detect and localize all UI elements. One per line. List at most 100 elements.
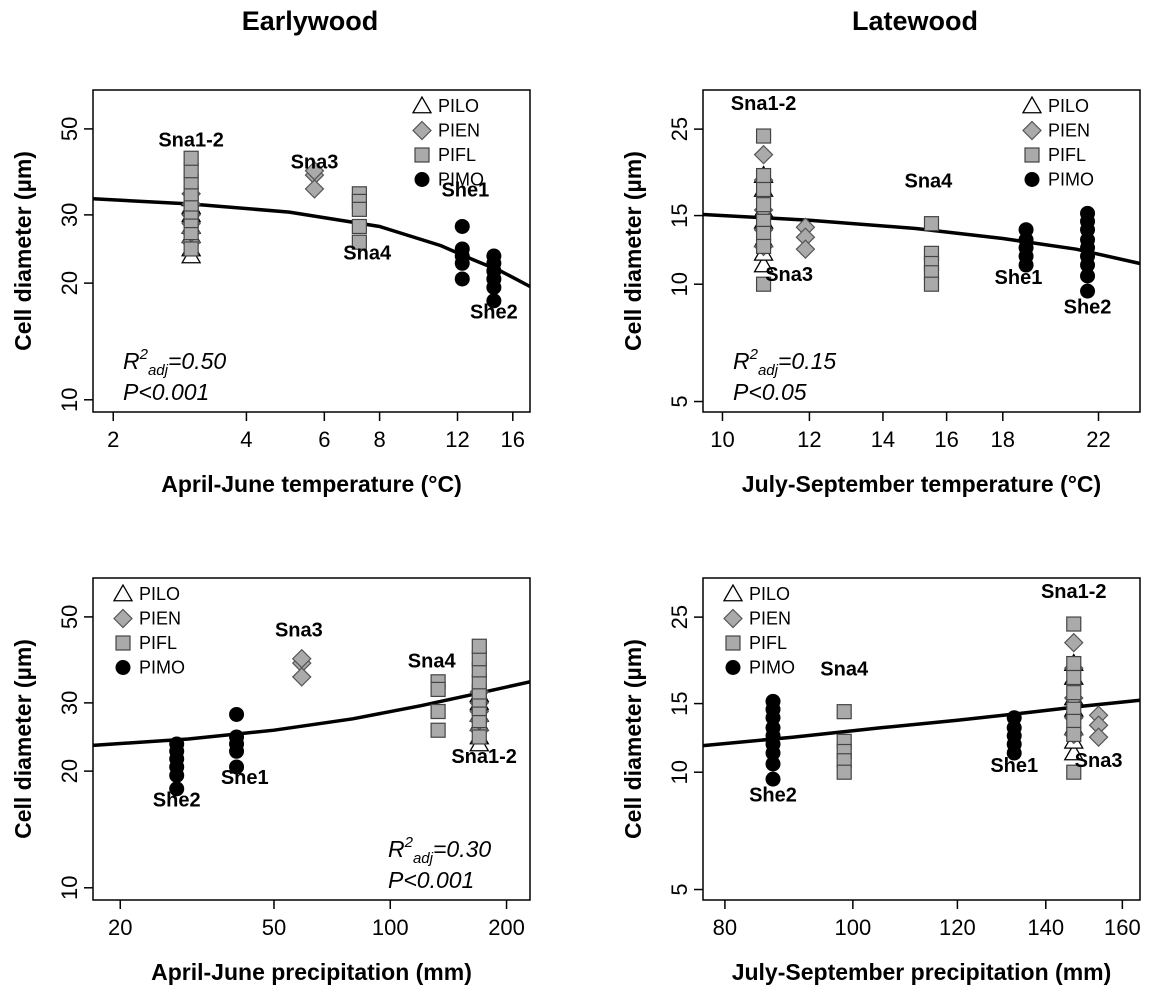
site-label: Sna1-2: [1041, 581, 1107, 603]
x-tick-label: 8: [373, 427, 385, 452]
p-value-annotation: P<0.001: [123, 379, 209, 405]
point-pien: [1063, 632, 1084, 653]
x-axis-label: July-September precipitation (mm): [732, 959, 1112, 985]
p-value-annotation: P<0.05: [733, 379, 807, 405]
site-label: Sna4: [408, 651, 457, 673]
legend-label: PIFL: [749, 633, 787, 653]
x-tick-label: 6: [318, 427, 330, 452]
legend-marker-pilo: [722, 583, 744, 602]
point-pien: [795, 239, 816, 260]
panel-latewood-temperature: 10 12 14 16 18 22 5 10 15 25 July-September temper…: [620, 89, 1141, 497]
y-tick-label: 20: [57, 759, 82, 783]
legend-label: PIMO: [139, 658, 185, 678]
legend-marker-pimo: [115, 660, 131, 675]
x-tick-label: 140: [1027, 915, 1064, 940]
site-label: She1: [990, 755, 1038, 777]
y-tick-label: 10: [57, 876, 82, 900]
point-pien: [304, 179, 325, 199]
y-tick-label: 30: [57, 691, 82, 715]
regression-line: [702, 698, 1141, 748]
point-pifl: [1066, 616, 1082, 632]
site-label: She1: [441, 179, 489, 201]
site-label: She1: [221, 767, 269, 789]
legend-marker-pifl: [725, 635, 741, 651]
x-tick-label: 80: [713, 915, 737, 940]
site-label: Sna4: [904, 171, 953, 193]
x-tick-label: 100: [835, 915, 872, 940]
site-label: Sna3: [765, 264, 813, 286]
legend-label: PILO: [139, 584, 180, 604]
legend-marker-pimo: [725, 660, 741, 675]
point-pifl: [755, 181, 772, 198]
point-pimo: [486, 279, 502, 295]
legend-label: PILO: [749, 584, 790, 604]
legend-label: PIMO: [749, 658, 795, 678]
x-axis-label: April-June precipitation (mm): [151, 959, 472, 985]
x-tick-label: 10: [710, 427, 734, 452]
y-tick-label: 25: [667, 605, 692, 629]
plot-frame: [92, 577, 531, 901]
legend-marker-pien: [113, 608, 133, 629]
point-pifl: [755, 128, 772, 144]
site-label: Sna4: [820, 659, 869, 681]
y-axis-label: Cell diameter (µm): [10, 639, 36, 839]
r2-r2_prefix: R: [733, 348, 750, 374]
x-tick-label: 18: [991, 427, 1015, 452]
point-pifl: [755, 197, 772, 213]
legend-label: PIEN: [139, 609, 181, 629]
point-pimo: [1006, 745, 1022, 761]
y-axis-label: Cell diameter (µm): [10, 151, 36, 351]
plot-frame: [92, 89, 531, 413]
x-tick-label: 200: [488, 915, 525, 940]
legend-label: PIFL: [1048, 145, 1086, 165]
legend-label: PIFL: [139, 633, 177, 653]
point-pien: [1088, 727, 1109, 748]
site-label: She1: [995, 267, 1043, 289]
site-label: Sna1-2: [158, 130, 224, 152]
point-pifl: [755, 167, 772, 184]
point-pimo: [1080, 257, 1096, 273]
point-pimo: [229, 759, 245, 775]
point-pifl: [1066, 726, 1082, 743]
point-pifl: [755, 225, 772, 242]
x-tick-label: 16: [501, 427, 525, 452]
site-label: Sna1-2: [451, 746, 517, 768]
legend-marker-pifl: [115, 635, 131, 651]
point-pifl: [1066, 655, 1082, 672]
x-tick-label: 2: [107, 427, 119, 452]
x-axis-label: April-June temperature (°C): [161, 471, 462, 497]
legend-marker-pilo: [1021, 95, 1043, 114]
point-pifl: [351, 218, 367, 235]
point-pifl: [471, 638, 487, 654]
legend-label: PIEN: [1048, 121, 1090, 141]
y-tick-label: 10: [667, 760, 692, 784]
r2-r2_sup: 2: [139, 346, 149, 363]
point-pifl: [183, 241, 199, 257]
point-pien: [291, 667, 312, 687]
legend-label: PIMO: [1048, 170, 1094, 190]
y-tick-label: 10: [667, 272, 692, 296]
point-pilo: [753, 254, 774, 273]
legend-marker-pilo: [112, 583, 134, 602]
legend-label: PILO: [1048, 96, 1089, 116]
point-pimo: [229, 706, 245, 722]
site-label: She2: [470, 302, 518, 324]
point-pifl: [1066, 685, 1082, 701]
point-pimo: [229, 743, 245, 759]
r2-r2_value: =0.15: [778, 348, 836, 374]
legend-marker-pimo: [1024, 172, 1040, 187]
point-pimo: [1080, 268, 1096, 284]
y-tick-label: 20: [57, 271, 82, 295]
site-label: Sna3: [291, 152, 339, 174]
point-pimo: [486, 293, 502, 309]
point-pimo: [169, 781, 185, 797]
x-tick-label: 22: [1086, 427, 1110, 452]
regression-line: [92, 680, 531, 748]
legend-label: PIEN: [749, 609, 791, 629]
point-pifl: [836, 764, 852, 780]
y-tick-label: 10: [57, 388, 82, 412]
point-pifl: [430, 703, 446, 720]
point-pifl: [351, 234, 367, 250]
column-title-earlywood: Earlywood: [242, 6, 379, 36]
